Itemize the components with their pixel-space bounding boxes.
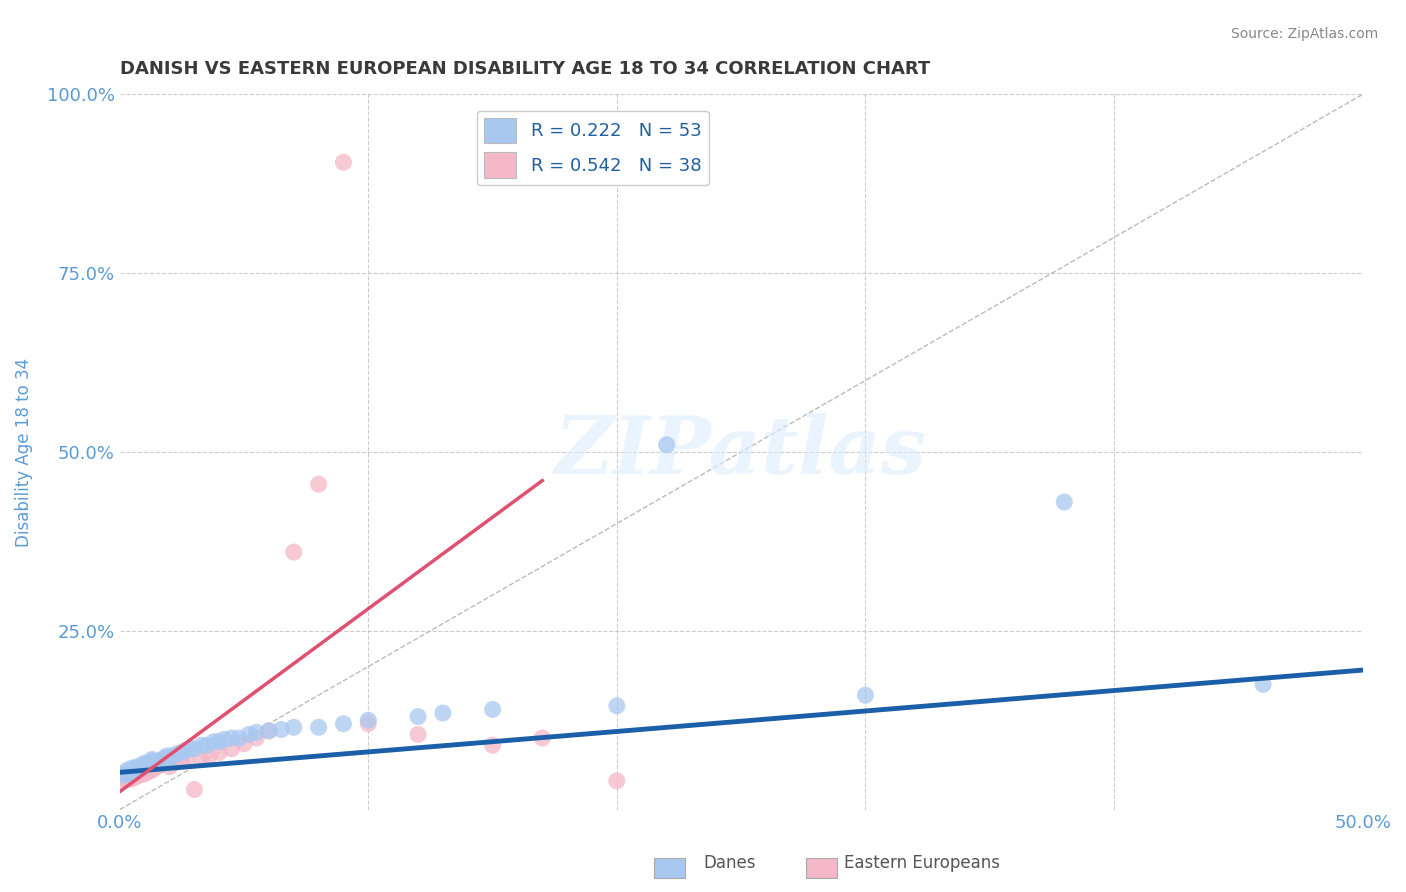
Point — [406, 727, 429, 741]
Point — [146, 756, 169, 770]
Point — [238, 727, 260, 741]
Point — [173, 744, 195, 758]
Point — [655, 438, 678, 452]
Point — [143, 761, 166, 775]
Point — [111, 766, 134, 780]
Legend: R = 0.222   N = 53, R = 0.542   N = 38: R = 0.222 N = 53, R = 0.542 N = 38 — [477, 111, 709, 186]
Point — [148, 754, 170, 768]
Point — [855, 688, 877, 702]
Point — [166, 747, 188, 761]
Point — [124, 765, 146, 780]
Point — [156, 748, 179, 763]
Point — [308, 477, 330, 491]
Point — [134, 759, 156, 773]
Point — [208, 734, 231, 748]
Point — [118, 766, 141, 780]
Point — [1053, 495, 1076, 509]
Text: ZIPatlas: ZIPatlas — [555, 413, 927, 491]
Point — [245, 725, 267, 739]
Point — [121, 770, 143, 784]
Point — [159, 759, 181, 773]
Point — [283, 720, 305, 734]
Point — [111, 773, 134, 788]
Point — [163, 756, 186, 770]
Point — [136, 758, 159, 772]
Point — [127, 763, 149, 777]
Point — [208, 745, 231, 759]
Point — [245, 731, 267, 745]
Point — [134, 766, 156, 780]
Text: Eastern Europeans: Eastern Europeans — [844, 855, 1000, 872]
Point — [357, 716, 380, 731]
Point — [221, 731, 243, 745]
Point — [221, 741, 243, 756]
Point — [159, 752, 181, 766]
Point — [118, 772, 141, 787]
Point — [127, 768, 149, 782]
Point — [150, 752, 173, 766]
Point — [121, 761, 143, 775]
Point — [606, 698, 628, 713]
Point — [308, 720, 330, 734]
Point — [198, 748, 221, 763]
Point — [131, 766, 153, 780]
Point — [183, 741, 205, 756]
Point — [114, 772, 136, 787]
Point — [153, 756, 176, 770]
Point — [121, 764, 143, 779]
Point — [138, 756, 160, 770]
Point — [606, 773, 628, 788]
Text: Source: ZipAtlas.com: Source: ZipAtlas.com — [1230, 27, 1378, 41]
Point — [121, 771, 143, 785]
Point — [257, 723, 280, 738]
Point — [114, 768, 136, 782]
Point — [115, 772, 138, 786]
Point — [202, 734, 225, 748]
Point — [212, 732, 235, 747]
Point — [191, 752, 214, 766]
Point — [195, 738, 218, 752]
Point — [134, 756, 156, 770]
Y-axis label: Disability Age 18 to 34: Disability Age 18 to 34 — [15, 358, 32, 547]
Point — [257, 723, 280, 738]
Point — [283, 545, 305, 559]
Point — [115, 765, 138, 780]
Point — [233, 737, 256, 751]
Point — [141, 752, 163, 766]
Point — [141, 754, 163, 768]
Point — [153, 751, 176, 765]
Text: DANISH VS EASTERN EUROPEAN DISABILITY AGE 18 TO 34 CORRELATION CHART: DANISH VS EASTERN EUROPEAN DISABILITY AG… — [120, 60, 929, 78]
Point — [270, 723, 292, 737]
Point — [146, 759, 169, 773]
Point — [115, 763, 138, 777]
Point — [160, 748, 183, 763]
Point — [191, 738, 214, 752]
Point — [1251, 677, 1274, 691]
Point — [176, 752, 198, 766]
Point — [141, 763, 163, 777]
Point — [183, 782, 205, 797]
Point — [332, 716, 354, 731]
Point — [481, 702, 503, 716]
Point — [138, 763, 160, 777]
Point — [128, 761, 150, 775]
Point — [531, 731, 554, 745]
Point — [179, 741, 201, 756]
Point — [131, 758, 153, 772]
Point — [170, 754, 193, 768]
Point — [170, 745, 193, 759]
Point — [357, 713, 380, 727]
Point — [406, 709, 429, 723]
Text: Danes: Danes — [703, 855, 755, 872]
Point — [332, 155, 354, 169]
Point — [128, 768, 150, 782]
Point — [148, 758, 170, 772]
Point — [127, 759, 149, 773]
Point — [136, 765, 159, 780]
Point — [124, 770, 146, 784]
Point — [432, 706, 454, 720]
Point — [228, 731, 250, 745]
Point — [481, 738, 503, 752]
